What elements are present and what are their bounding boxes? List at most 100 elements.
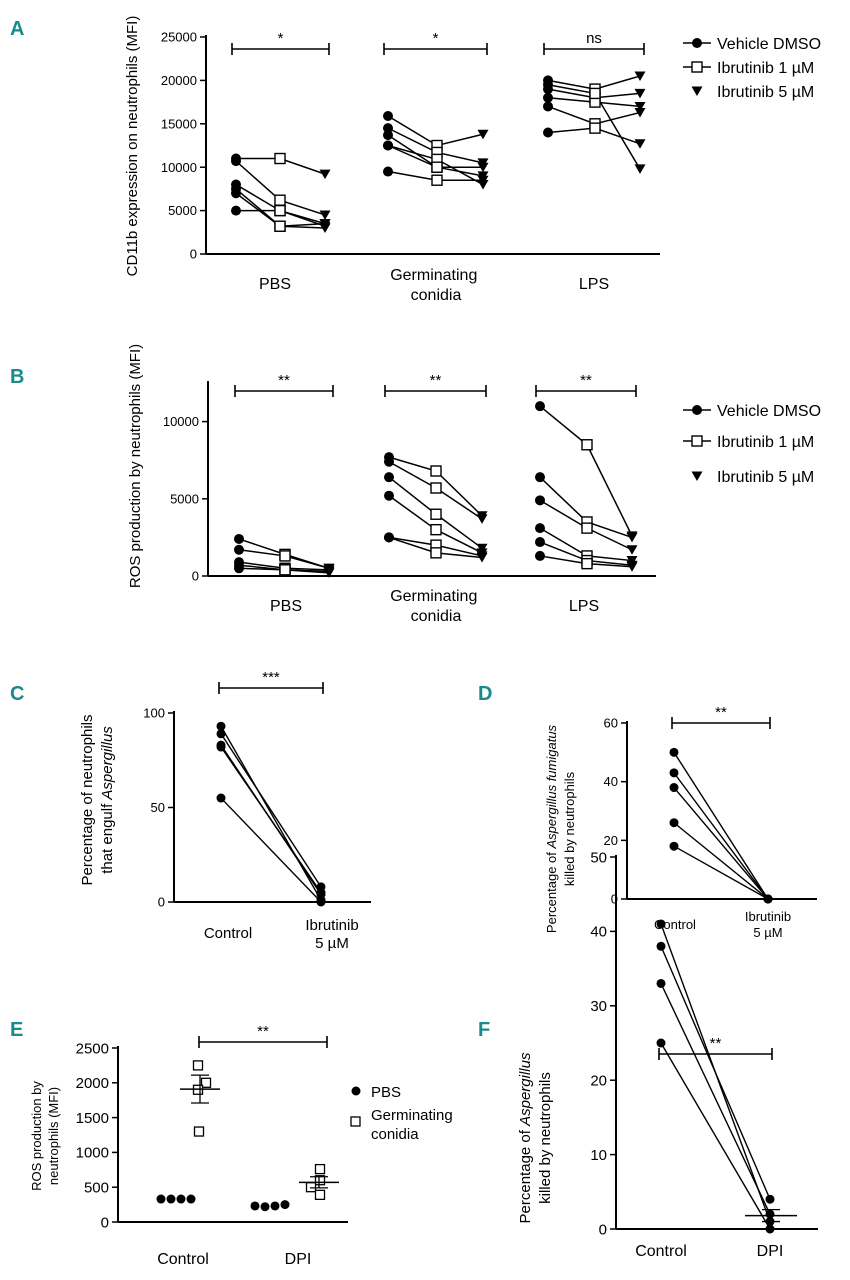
panel-f-ytick-label: 30 [590,998,607,1015]
panel-c-treated-point [316,888,326,898]
panel-a-ibr1-point [431,174,443,186]
panel-b-ibr1-point [430,508,442,520]
panel-d-control-point [669,818,679,828]
panel-e-conidia-point [314,1175,326,1186]
panel-letter-c: C [10,683,24,705]
panel-a-vehicle-point [383,166,393,177]
panel-e-conidia-point [314,1163,326,1175]
panel-f-ytick-label: 40 [590,924,607,941]
panel-e-ytick-label: 2000 [76,1075,109,1092]
panel-a-vehicle-point [231,156,241,167]
panel-b-legend-ibr5: Ibrutinib 5 µM [691,469,814,486]
panel-d-significance-bracket [671,717,771,729]
panel-b-vehicle-point [535,401,545,412]
panel-e-pbs-point [270,1201,280,1211]
panel-d-control-point [669,747,679,757]
panel-e-pbs-point [166,1194,176,1204]
panel-b-legend: Vehicle DMSO Ibrutinib 1 µM Ibrutinib 5 … [683,403,821,486]
panel-a-legend-ibr5: Ibrutinib 5 µM [691,84,814,101]
panel-b-vehicle-point [384,456,394,467]
panel-a-legend-ibr1: Ibrutinib 1 µM [683,60,814,77]
panel-a-ibr1-point [589,122,601,134]
panel-f-cat-dpi: DPI [757,1243,784,1260]
panel-b-ibr1-point [430,465,442,477]
panel-e-significance-label: ** [257,1023,269,1040]
svg-text:conidia: conidia [371,1126,419,1143]
panel-a-vehicle-point [231,183,241,194]
panel-c-subject-line [220,733,322,888]
panel-e-conidia-point [305,1182,317,1193]
panel-a-ytick-label: 15000 [161,116,197,131]
panel-b-vehicle-point [234,544,244,555]
panel-a-significance-bracket [231,43,330,55]
panel-e-conidia-point [200,1077,212,1088]
panel-e-pbs-point [186,1194,196,1204]
panel-e-chart: 0 500 1000 1500 2000 2500 ** ROS production by… [29,1023,453,1268]
panel-a-significance-bracket [383,43,488,55]
panel-d-control-point [669,768,679,778]
panel-f-ylabel-line2: killed by neutrophils [537,1072,554,1204]
panel-f-ylabel-text: Percentage of [517,1126,534,1224]
panel-f-treated-point [765,1194,775,1204]
panel-e-pbs-point [260,1202,270,1212]
panel-f-ylabel-line1: Percentage of Aspergillus [517,1052,534,1223]
panel-a-ibr1-point [274,152,286,165]
panel-a-vehicle-point [543,127,553,138]
panel-b-vehicle-point [535,495,545,506]
panel-e-legend-conidia: Germinating conidia [350,1107,453,1143]
panel-d-ylabel-line1: Percentage of Aspergillus fumigatus [544,724,559,933]
panel-f-control-point [656,941,666,951]
panel-f-subject-line [660,983,771,1215]
panel-a-legend: Vehicle DMSO Ibrutinib 1 µM Ibrutinib 5 … [683,36,821,101]
panel-b-ytick-label: 0 [192,569,199,584]
svg-text:Vehicle DMSO: Vehicle DMSO [717,403,821,420]
panel-b-vehicle-point [535,523,545,534]
panel-a-ibr1-point [589,87,601,100]
panel-e-ylabel-line1: ROS production by [29,1081,44,1191]
panel-a-ibr1-point [431,161,443,173]
panel-e-legend-pbs: PBS [351,1084,401,1101]
panel-b-significance-label: ** [580,372,592,389]
panel-b-ibr1-point [279,564,291,576]
panel-f-ytick-label: 20 [590,1072,607,1089]
panel-e-ytick-label: 1500 [76,1110,109,1127]
svg-text:Germinating: Germinating [371,1107,453,1124]
panel-a-group-conidia-line1: Germinating [390,267,477,284]
panel-e-ytick-label: 2500 [76,1040,109,1057]
panel-f-subject-line [660,946,771,1200]
panel-d-treated-point [763,894,773,904]
panel-e-legend: PBS Germinating conidia [350,1084,453,1143]
panel-a-ibr1-point [274,220,286,232]
panel-a-significance-label: * [278,30,284,47]
panel-f-control-point [656,919,666,929]
panel-c-control-point [216,793,226,803]
panel-a-ytick-label: 0 [190,247,197,262]
panel-e-conidia-point [314,1189,326,1201]
panel-a-vehicle-point [383,130,393,141]
panel-c-subject-line [220,746,322,893]
panel-b-ibr1-point [581,439,593,451]
panel-e-ytick-label: 0 [101,1214,109,1231]
panel-b-chart: 0 5000 10000 ** ** ** ROS production by neutr… [127,344,821,625]
panel-c-ylabel-line2-text: that engulf [99,800,116,874]
panel-letter-f: F [478,1019,490,1041]
panel-b-vehicle-point [234,563,244,574]
panel-d-cat-control: Control [654,917,696,932]
panel-d-subject-line [673,751,769,900]
panel-b-legend-vehicle: Vehicle DMSO [683,403,821,420]
panel-e-sem-bar [191,1074,209,1104]
panel-c-treated-point [316,897,326,907]
panel-f-ytick-label: 0 [599,1221,607,1238]
panel-e-pbs-point [156,1194,166,1204]
panel-a-ibr5-point [319,210,331,220]
panel-b-vehicle-point [234,533,244,544]
panel-c-ylabel-italic: Aspergillus [99,726,116,801]
panel-b-group-conidia-line1: Germinating [390,588,477,605]
panel-letter-d: D [478,683,492,705]
panel-a-vehicle-point [543,92,553,103]
panel-c-subject-line [220,725,322,901]
panel-a-ibr5-point [634,139,646,149]
panel-d-subject-line [673,787,769,900]
panel-b-significance-bracket [234,385,334,397]
panel-f-subject-line [660,1042,771,1230]
